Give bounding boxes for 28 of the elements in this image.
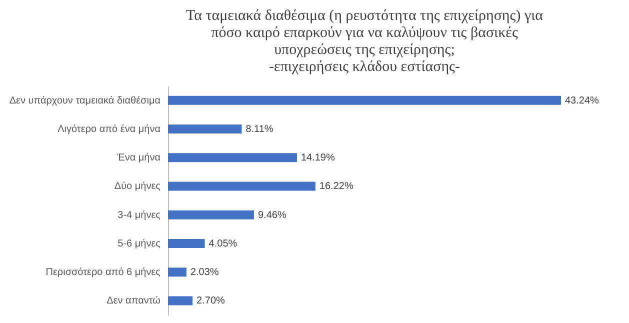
y-tick-label: Δύο μήνες [114, 181, 161, 192]
bar [168, 296, 193, 306]
text: υποχρεώσεις της επιχείρησης; [274, 42, 455, 58]
data-label: 2.03% [190, 267, 219, 278]
data-label: 14.19% [300, 152, 335, 164]
y-tick-label: 5-6 μήνες [118, 238, 161, 250]
text: -επιχειρήσεις κλάδου εστίασης- [269, 59, 460, 75]
data-label: 43.24% [565, 95, 600, 106]
data-label: 9.46% [258, 210, 286, 221]
text: πόσο καιρό επαρκούν για να καλύψουν τις βασικές [211, 25, 518, 41]
bar [168, 210, 254, 220]
bar [168, 268, 186, 277]
data-label: 2.70% [196, 296, 226, 307]
bar [168, 238, 205, 248]
y-tick-label: Δεν υπάρχουν ταμειακά διαθέσιμα [9, 95, 161, 106]
data-label: 8.11% [246, 124, 274, 135]
y-tick-label: Δεν απαντώ [106, 296, 161, 307]
data-label: 16.22% [319, 181, 354, 192]
bar [168, 153, 297, 162]
bar [168, 182, 316, 191]
bar [168, 124, 242, 134]
y-tick-label: Περισσότερο από 6 μήνες [46, 267, 161, 278]
data-label: 4.05% [208, 238, 238, 250]
y-tick-label: Λιγότερο από ένα μήνα [58, 124, 161, 135]
y-tick-label: 3-4 μήνες [118, 210, 161, 221]
text: Τα ταμειακά διαθέσιμα (η ρευστότητα της επιχείρησης) για [186, 8, 543, 24]
bar [168, 96, 561, 105]
y-tick-label: Ένα μήνα [116, 152, 161, 164]
